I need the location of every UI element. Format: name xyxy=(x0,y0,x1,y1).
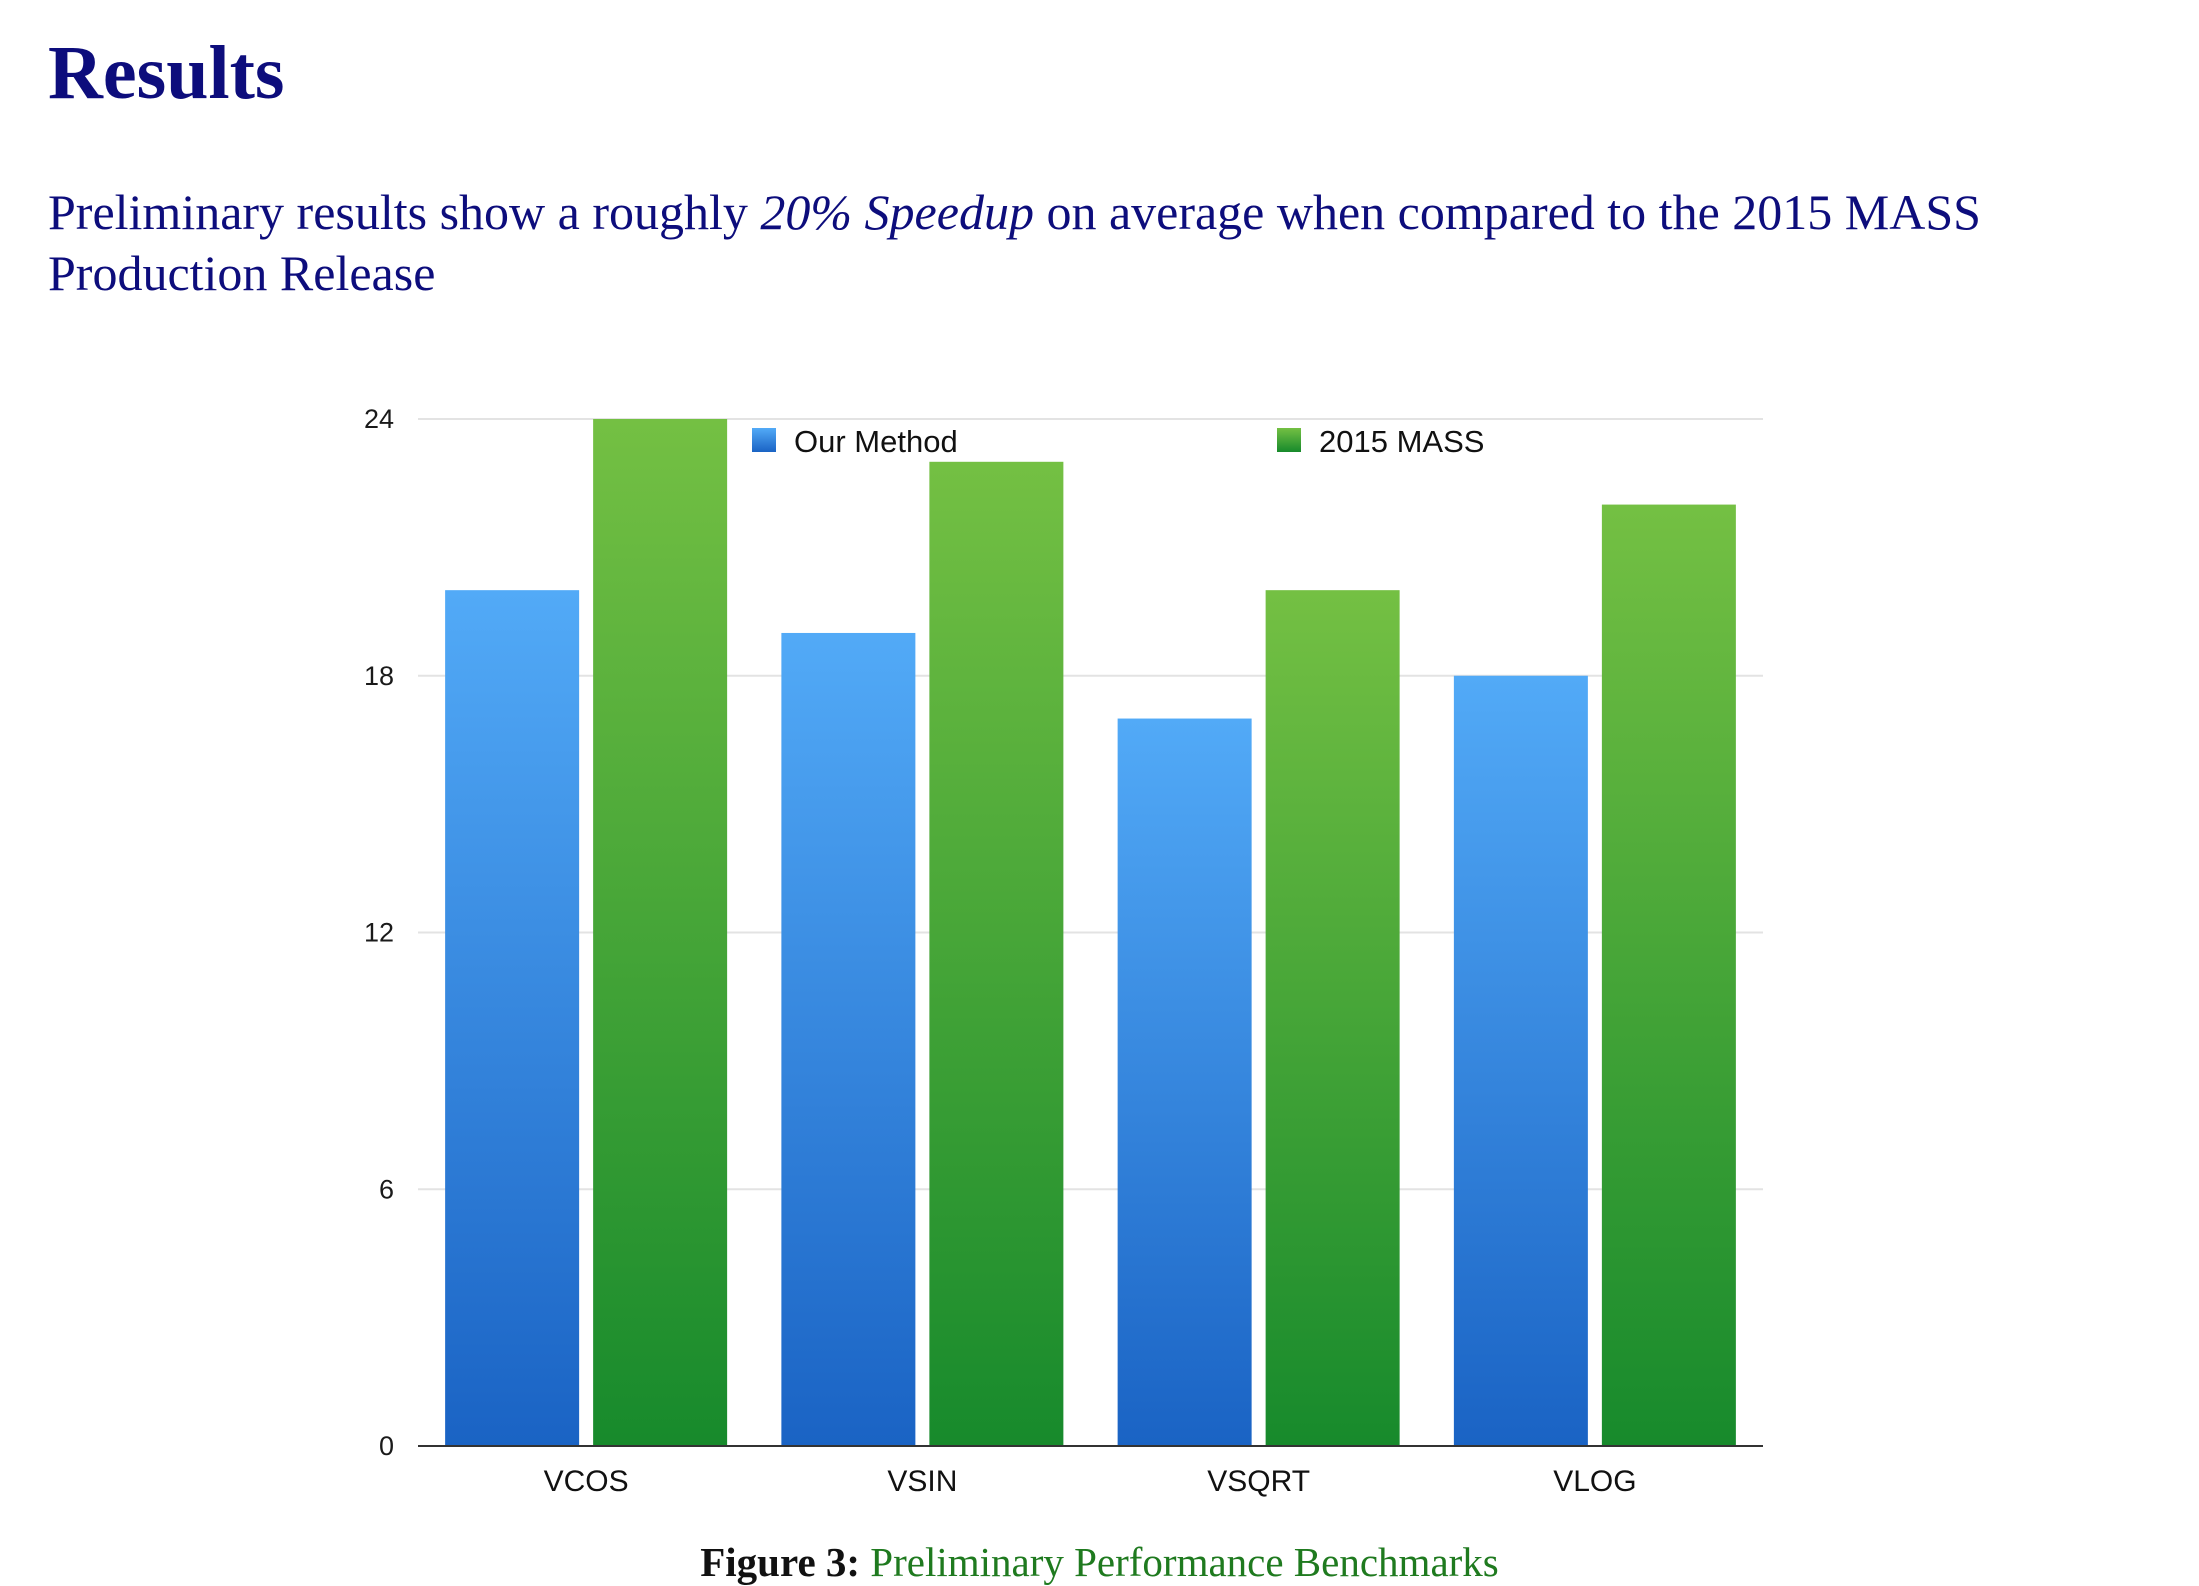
caption-text: Preliminary Performance Benchmarks xyxy=(870,1539,1499,1585)
y-tick-label: 18 xyxy=(364,661,394,691)
legend: Our Method 2015 MASS xyxy=(752,424,1484,459)
axes: 0 6 12 18 24 VCOS VSIN VSQRT VLOG xyxy=(364,404,1763,1498)
intro-text-end: on average when compared to the 2015 MAS… xyxy=(48,184,1981,301)
y-tick-label: 0 xyxy=(379,1431,394,1461)
bars xyxy=(445,419,1736,1447)
x-tick-label: VLOG xyxy=(1553,1465,1636,1498)
intro-paragraph: Preliminary results show a roughly 20% S… xyxy=(48,182,2148,304)
bar-vlog-series-1 xyxy=(1601,504,1736,1446)
x-tick-label: VSIN xyxy=(887,1465,957,1498)
intro-text-start: Preliminary results show a roughly xyxy=(48,184,761,240)
bar-vlog-series-0 xyxy=(1453,675,1588,1446)
figure-caption: Figure 3: Preliminary Performance Benchm… xyxy=(0,1538,2199,1586)
y-tick-label: 12 xyxy=(364,918,394,948)
bar-vsqrt-series-1 xyxy=(1265,590,1400,1446)
bar-vsin-series-1 xyxy=(929,461,1064,1447)
x-tick-label: VCOS xyxy=(544,1465,629,1498)
page-title: Results xyxy=(48,31,285,115)
intro-emphasis: 20% Speedup xyxy=(760,184,1034,240)
legend-swatch xyxy=(1277,428,1301,452)
bar-vsin-series-0 xyxy=(781,632,916,1446)
legend-label: 2015 MASS xyxy=(1319,424,1484,459)
bar-vsqrt-series-0 xyxy=(1117,718,1252,1446)
y-tick-label: 6 xyxy=(379,1174,394,1204)
x-tick-label: VSQRT xyxy=(1207,1465,1310,1498)
legend-label: Our Method xyxy=(794,424,958,459)
caption-label: Figure 3: xyxy=(700,1539,861,1585)
legend-swatch xyxy=(752,428,776,452)
bar-vcos-series-0 xyxy=(445,590,580,1446)
y-tick-label: 24 xyxy=(364,404,394,434)
bar-vcos-series-1 xyxy=(593,419,728,1446)
